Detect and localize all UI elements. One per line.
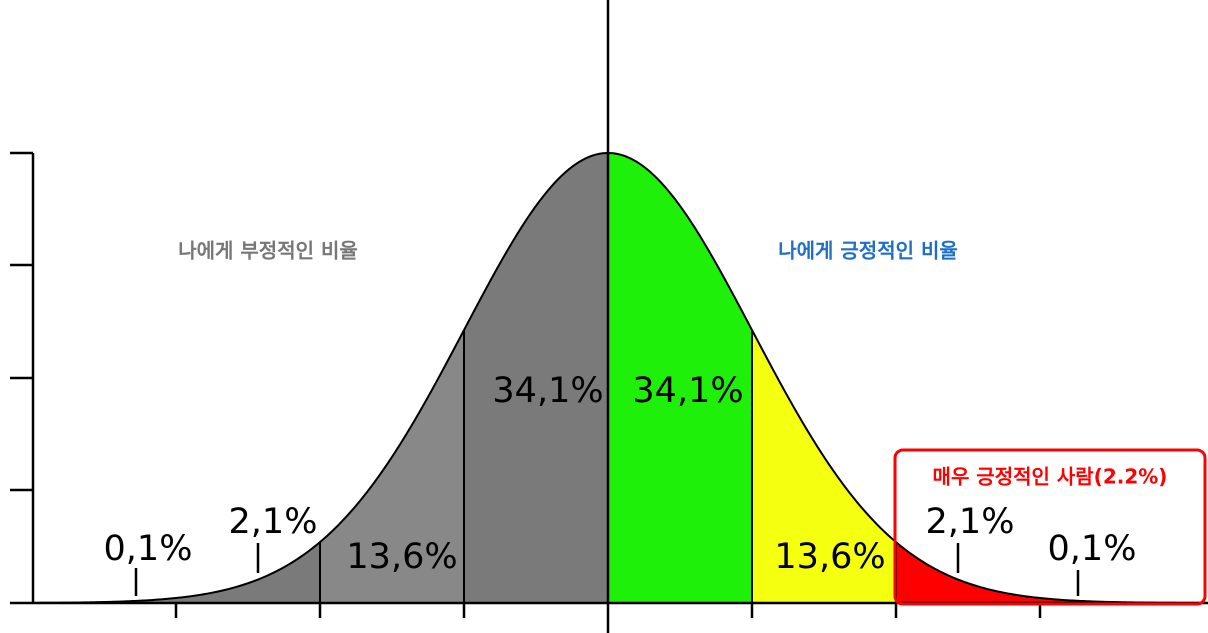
segment-label: 2,1% bbox=[229, 502, 318, 542]
segment-label: 13,6% bbox=[774, 537, 885, 577]
segment-labels: 0,1% 2,1% 13,6% 34,1% 34,1% 13,6% 2,1% 0,1% bbox=[104, 371, 1137, 577]
region bbox=[896, 542, 1200, 603]
highlight-caption: 매우 긍정적인 사람(2.2%) bbox=[933, 465, 1168, 489]
region bbox=[608, 153, 752, 603]
highlight-box bbox=[893, 448, 1207, 606]
region bbox=[33, 542, 320, 603]
segment-label: 0,1% bbox=[1048, 529, 1137, 569]
segment-label: 34,1% bbox=[632, 371, 743, 411]
left-caption: 나에게 부정적인 비율 bbox=[178, 239, 358, 263]
region bbox=[464, 153, 608, 603]
regions bbox=[33, 153, 1200, 603]
segment-label: 34,1% bbox=[492, 371, 603, 411]
segment-label: 2,1% bbox=[926, 502, 1015, 542]
segment-label: 0,1% bbox=[104, 529, 193, 569]
curve bbox=[33, 152, 1207, 604]
segment-label: 13,6% bbox=[346, 537, 457, 577]
right-caption: 나에게 긍정적인 비율 bbox=[778, 239, 958, 263]
